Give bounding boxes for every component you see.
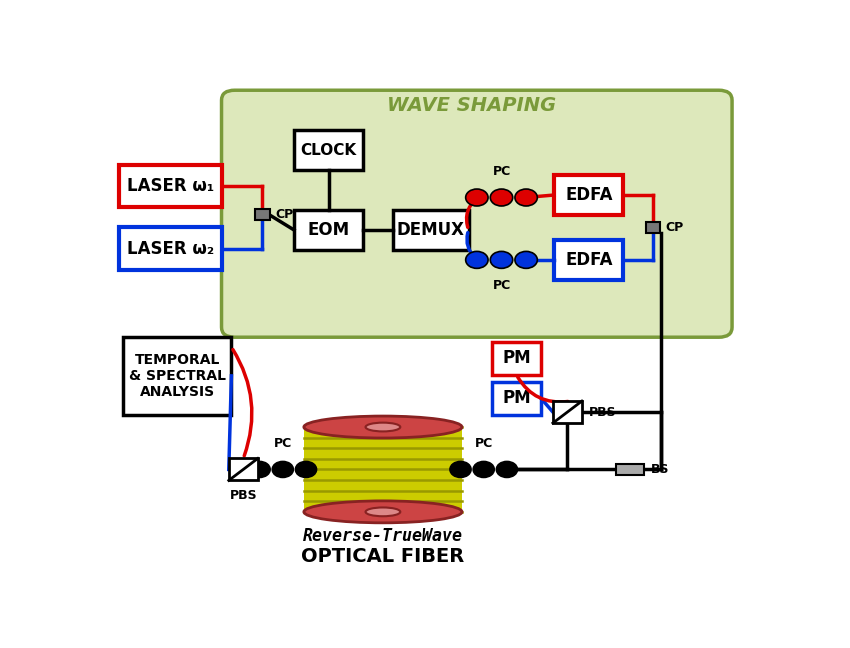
Ellipse shape xyxy=(304,501,462,523)
Bar xyxy=(552,401,582,423)
Bar xyxy=(304,427,462,512)
Bar xyxy=(294,130,363,170)
Bar xyxy=(229,459,258,480)
Bar xyxy=(255,209,269,220)
Bar xyxy=(554,175,623,215)
Text: PC: PC xyxy=(274,437,292,450)
Bar xyxy=(393,210,468,250)
Circle shape xyxy=(496,461,518,478)
Circle shape xyxy=(466,189,488,206)
Circle shape xyxy=(473,461,494,478)
Text: TEMPORAL
& SPECTRAL
ANALYSIS: TEMPORAL & SPECTRAL ANALYSIS xyxy=(128,353,225,399)
Text: LASER ω₁: LASER ω₁ xyxy=(127,178,214,195)
Ellipse shape xyxy=(304,416,462,438)
Text: CLOCK: CLOCK xyxy=(301,143,357,157)
Circle shape xyxy=(450,461,471,478)
Circle shape xyxy=(466,251,488,268)
Circle shape xyxy=(490,251,513,268)
Circle shape xyxy=(515,251,537,268)
Text: OPTICAL FIBER: OPTICAL FIBER xyxy=(301,547,465,566)
Bar xyxy=(646,222,660,233)
Text: PM: PM xyxy=(502,349,530,367)
Text: EDFA: EDFA xyxy=(565,251,613,269)
Text: PC: PC xyxy=(492,279,511,292)
Bar xyxy=(122,337,231,415)
Bar xyxy=(119,165,222,207)
Text: PC: PC xyxy=(492,165,511,178)
Bar xyxy=(491,342,541,375)
Text: CP: CP xyxy=(666,221,683,234)
Bar xyxy=(119,227,222,270)
Ellipse shape xyxy=(366,507,400,516)
Text: PBS: PBS xyxy=(588,406,616,419)
Circle shape xyxy=(490,189,513,206)
Text: LASER ω₂: LASER ω₂ xyxy=(127,240,214,258)
Bar xyxy=(294,210,363,250)
Ellipse shape xyxy=(366,422,400,432)
Bar xyxy=(554,240,623,280)
Bar xyxy=(616,464,643,475)
Text: WAVE SHAPING: WAVE SHAPING xyxy=(388,96,557,115)
Circle shape xyxy=(249,461,270,478)
Text: DEMUX: DEMUX xyxy=(397,221,465,239)
Circle shape xyxy=(296,461,316,478)
Text: PBS: PBS xyxy=(230,489,257,502)
Text: EDFA: EDFA xyxy=(565,186,613,204)
Text: PM: PM xyxy=(502,389,530,408)
Text: PC: PC xyxy=(474,437,493,450)
Text: CP: CP xyxy=(275,209,293,222)
Text: Reverse-TrueWave: Reverse-TrueWave xyxy=(303,527,463,545)
Circle shape xyxy=(272,461,293,478)
Text: BS: BS xyxy=(650,463,669,476)
Text: EOM: EOM xyxy=(308,221,349,239)
Circle shape xyxy=(515,189,537,206)
Bar xyxy=(491,382,541,415)
FancyBboxPatch shape xyxy=(222,90,732,337)
